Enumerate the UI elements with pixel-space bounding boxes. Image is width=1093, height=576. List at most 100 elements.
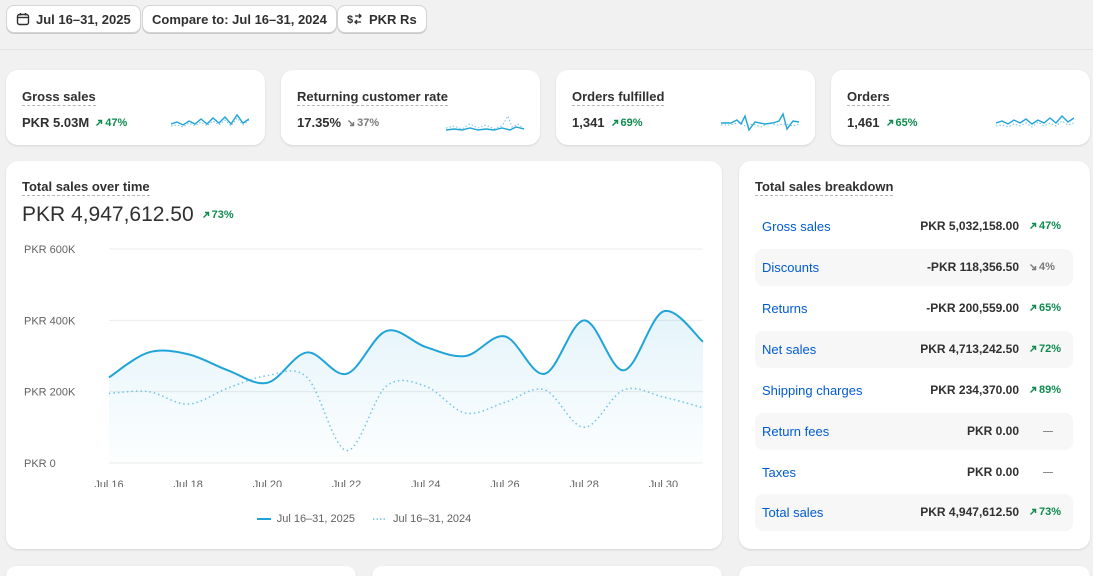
kpi-change: 69% <box>611 117 643 129</box>
svg-text:$: $ <box>347 14 353 26</box>
breakdown-label-link[interactable]: Taxes <box>762 465 796 480</box>
x-tick-label: Jul 20 <box>253 479 282 487</box>
currency-button[interactable]: $ PKR Rs <box>337 5 427 33</box>
kpi-title: Gross sales <box>22 89 96 106</box>
y-tick-label: PKR 0 <box>24 458 56 470</box>
arrow-up-right-icon <box>611 119 618 126</box>
breakdown-row-discounts: Discounts -PKR 118,356.50 4% <box>755 249 1073 286</box>
kpi-title: Orders fulfilled <box>572 89 665 106</box>
kpi-title: Returning customer rate <box>297 89 448 106</box>
kpi-value-row: 1,341 69% <box>572 115 643 130</box>
sales-line-chart: PKR 0 PKR 200K PKR 400K PKR 600K Jul 16 Jul 1… <box>24 244 704 487</box>
currency-label: PKR Rs <box>369 11 417 27</box>
breakdown-change: 73% <box>1029 506 1061 518</box>
arrow-down-right-icon <box>1030 264 1037 271</box>
breakdown-label-link[interactable]: Discounts <box>762 260 820 275</box>
legend-item-current[interactable]: Jul 16–31, 2025 <box>256 513 355 525</box>
breakdown-label-link[interactable]: Return fees <box>762 424 830 439</box>
breakdown-value: PKR 4,713,242.50 <box>920 342 1019 356</box>
legend-item-previous[interactable]: Jul 16–31, 2024 <box>373 513 471 525</box>
kpi-value: 1,461 <box>847 115 880 130</box>
kpi-card-returning-customer-rate[interactable]: Returning customer rate 17.35% 37% <box>281 70 540 145</box>
sparkline <box>446 114 524 131</box>
breakdown-row-return-fees: Return fees PKR 0.00 <box>755 413 1073 450</box>
breakdown-label-link[interactable]: Gross sales <box>762 219 831 234</box>
card-title[interactable]: Total sales over time <box>22 179 150 196</box>
y-tick-label: PKR 200K <box>24 387 76 399</box>
legend-swatch-dotted <box>373 518 387 520</box>
date-range-button[interactable]: Jul 16–31, 2025 <box>6 5 141 33</box>
breakdown-change: 47% <box>1029 220 1061 232</box>
legend-label: Jul 16–31, 2025 <box>276 513 355 525</box>
kpi-card-gross-sales[interactable]: Gross sales PKR 5.03M 47% <box>6 70 265 145</box>
compare-label: Compare to: Jul 16–31, 2024 <box>152 11 327 27</box>
date-range-label: Jul 16–31, 2025 <box>36 11 131 27</box>
calendar-icon <box>16 13 30 26</box>
sales-total: PKR 4,947,612.50 <box>22 203 194 226</box>
y-tick-label: PKR 400K <box>24 315 76 327</box>
arrow-up-right-icon <box>1030 304 1037 311</box>
arrow-up-right-icon <box>1030 222 1037 229</box>
breakdown-value: PKR 0.00 <box>966 465 1019 479</box>
arrow-up-right-icon <box>202 211 209 218</box>
arrow-up-right-icon <box>1030 508 1037 515</box>
breakdown-row-taxes: Taxes PKR 0.00 <box>755 454 1073 491</box>
x-tick-label: Jul 24 <box>411 479 440 487</box>
compare-button[interactable]: Compare to: Jul 16–31, 2024 <box>142 5 337 33</box>
kpi-card-orders-fulfilled[interactable]: Orders fulfilled 1,341 69% <box>556 70 815 145</box>
kpi-value: PKR 5.03M <box>22 115 90 130</box>
card-title[interactable]: Total sales breakdown <box>755 179 894 196</box>
chart-legend: Jul 16–31, 2025 Jul 16–31, 2024 <box>6 513 722 525</box>
breakdown-row-gross-sales: Gross sales PKR 5,032,158.00 47% <box>755 208 1073 245</box>
sales-over-time-card: Total sales over time PKR 4,947,612.50 7… <box>6 161 722 549</box>
breakdown-value: PKR 5,032,158.00 <box>920 219 1019 233</box>
arrow-up-right-icon <box>96 119 103 126</box>
x-tick-label: Jul 16 <box>94 479 123 487</box>
x-tick-label: Jul 18 <box>174 479 203 487</box>
card-stub <box>739 566 1090 576</box>
breakdown-label-link[interactable]: Returns <box>762 301 808 316</box>
breakdown-value: -PKR 118,356.50 <box>926 260 1019 274</box>
kpi-value: 1,341 <box>572 115 605 130</box>
kpi-change: 65% <box>886 117 918 129</box>
kpi-change: 37% <box>347 117 379 129</box>
kpi-title: Orders <box>847 89 890 106</box>
breakdown-row-shipping-charges: Shipping charges PKR 234,370.00 89% <box>755 372 1073 409</box>
series-area-current <box>109 310 703 463</box>
sales-total-row: PKR 4,947,612.50 73% <box>22 203 234 227</box>
kpi-value-row: 1,461 65% <box>847 115 918 130</box>
breakdown-row-total-sales: Total sales PKR 4,947,612.50 73% <box>755 494 1073 531</box>
breakdown-value: PKR 0.00 <box>966 424 1019 438</box>
breakdown-change: 65% <box>1029 302 1061 314</box>
sparkline <box>996 114 1074 128</box>
x-tick-label: Jul 26 <box>490 479 519 487</box>
legend-label: Jul 16–31, 2024 <box>393 513 472 525</box>
arrow-down-right-icon <box>348 119 355 126</box>
x-tick-label: Jul 22 <box>332 479 361 487</box>
series-line-current <box>108 310 704 385</box>
breakdown-label-link[interactable]: Net sales <box>762 342 817 357</box>
card-stub <box>372 566 722 576</box>
sparkline <box>171 113 249 128</box>
x-tick-label: Jul 30 <box>649 479 678 487</box>
y-tick-label: PKR 600K <box>24 244 76 256</box>
breakdown-value: PKR 234,370.00 <box>930 383 1019 397</box>
kpi-value-row: PKR 5.03M 47% <box>22 115 127 130</box>
breakdown-row-net-sales: Net sales PKR 4,713,242.50 72% <box>755 331 1073 368</box>
kpi-value-row: 17.35% 37% <box>297 115 379 130</box>
card-stub <box>6 566 356 576</box>
sales-change: 73% <box>202 209 234 221</box>
kpi-card-orders[interactable]: Orders 1,461 65% <box>831 70 1090 145</box>
currency-swap-icon: $ <box>347 13 362 26</box>
breakdown-change: 89% <box>1029 384 1061 396</box>
no-change-dash <box>1043 431 1053 432</box>
breakdown-label-link[interactable]: Total sales <box>762 505 824 520</box>
kpi-value: 17.35% <box>297 115 342 130</box>
legend-swatch-solid <box>256 518 271 520</box>
toolbar: Jul 16–31, 2025 Compare to: Jul 16–31, 2… <box>0 0 1093 50</box>
breakdown-label-link[interactable]: Shipping charges <box>762 383 863 398</box>
sparkline <box>721 112 799 132</box>
breakdown-change: 72% <box>1029 343 1061 355</box>
arrow-up-right-icon <box>1030 386 1037 393</box>
sales-breakdown-card: Total sales breakdown Gross sales PKR 5,… <box>739 161 1090 549</box>
